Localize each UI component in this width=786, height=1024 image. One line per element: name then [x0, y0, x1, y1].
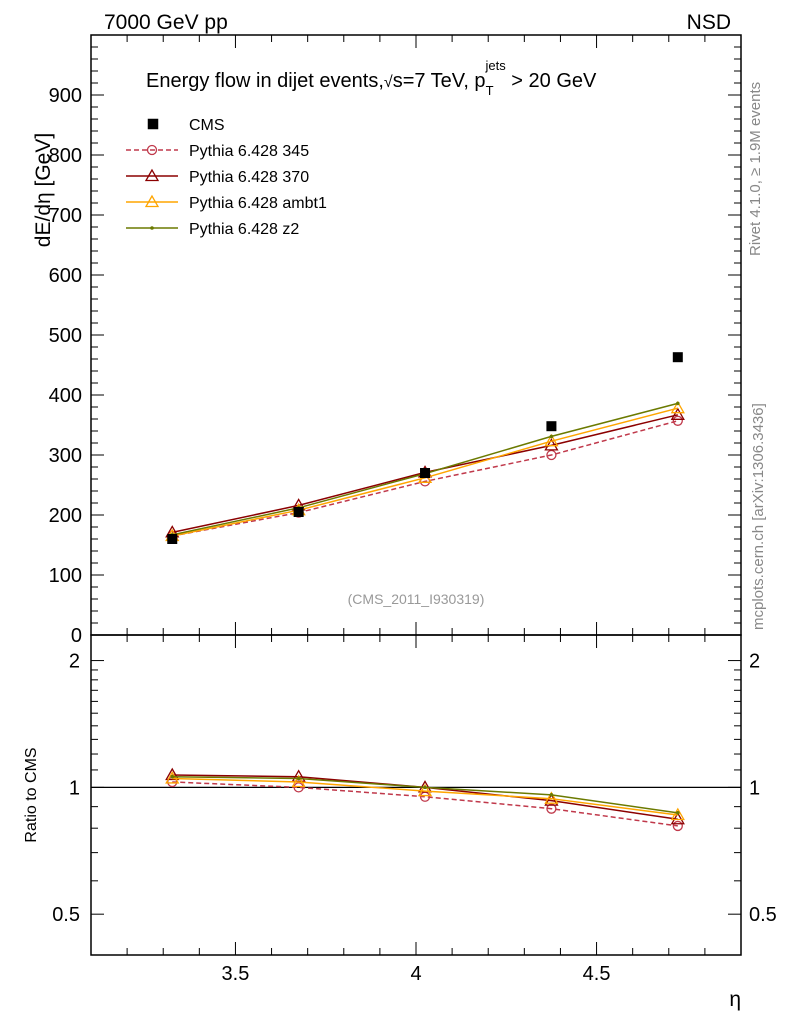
plot-title-tail: > 20 GeV [506, 70, 597, 92]
y-tick-label: 600 [49, 265, 82, 287]
y-tick-label: 800 [49, 145, 82, 167]
ratio-point [296, 776, 301, 781]
plot-title-sup: jets [485, 58, 507, 73]
plot-title-sub: T [486, 83, 494, 98]
analysis-id-watermark: (CMS_2011_I930319) [348, 591, 485, 607]
plot-title: Energy flow in dijet events,√s=7 TeV, pT… [146, 58, 597, 98]
ratio-point [165, 771, 180, 784]
plot-title-sqrt: √ [384, 74, 393, 91]
data-point [672, 415, 683, 426]
data-point [676, 401, 680, 406]
y-tick-label: 400 [49, 385, 82, 407]
legend-label: CMS [189, 117, 225, 134]
data-point [670, 407, 685, 420]
data-point [670, 400, 685, 414]
ratio-point [549, 793, 554, 797]
main-series [165, 352, 685, 544]
ratio-line-pythia-6428-ambt1 [172, 777, 678, 816]
ratio-point [672, 820, 683, 832]
header-right: NSD [687, 11, 731, 34]
plot-title-s: s=7 TeV, p [393, 70, 486, 92]
ratio-plot-frame [90, 634, 742, 956]
plot-title-main: Energy flow in dijet events, [146, 70, 384, 92]
ratio-y-axis-label: Ratio to CMS [23, 747, 40, 842]
main-axis-ticks: 0 100 200 300 400 500 600 700 800 900 [49, 34, 741, 647]
header-left: 7000 GeV pp [104, 11, 228, 34]
ratio-point [423, 785, 427, 790]
data-point [672, 352, 683, 363]
legend-label: Pythia 6.428 ambt1 [189, 195, 327, 212]
ratio-point [544, 793, 559, 806]
x-axis-label: η [729, 988, 741, 1011]
data-point [167, 534, 178, 544]
y-tick-label: 200 [49, 505, 82, 527]
ratio-point [544, 791, 559, 804]
x-tick-label: 4.5 [583, 963, 611, 985]
legend-label: Pythia 6.428 z2 [189, 221, 299, 238]
ratio-y-tick-label-right: 1 [749, 777, 760, 799]
legend-marker [150, 226, 154, 230]
legend-marker [144, 194, 160, 208]
ratio-y-tick-label-left: 2 [69, 651, 80, 673]
data-point [544, 433, 559, 447]
ratio-point [170, 774, 175, 779]
ratio-y-tick-label-left: 1 [69, 777, 80, 799]
legend: CMS Pythia 6.428 345 Pythia 6.428 370 Pythi… [126, 117, 327, 238]
ratio-point [291, 774, 306, 788]
x-tick-label: 4 [410, 963, 421, 985]
y-tick-label: 700 [49, 205, 82, 227]
ratio-y-tick-label-right: 0.5 [749, 904, 777, 926]
ratio-y-tick-label-right: 2 [749, 651, 760, 673]
data-point [546, 421, 557, 432]
ratio-line-pythia-6428-345 [172, 781, 678, 827]
ratio-point [291, 769, 306, 782]
y-tick-label: 0 [71, 625, 82, 647]
rivet-version-label: Rivet 4.1.0, ≥ 1.9M events [747, 82, 764, 256]
y-tick-label: 300 [49, 445, 82, 467]
legend-marker [147, 118, 159, 130]
main-y-axis-label: dE/dη [GeV] [32, 133, 55, 247]
data-point [544, 438, 559, 451]
legend-marker [144, 168, 160, 182]
ratio-point [670, 807, 685, 821]
y-tick-label: 900 [49, 85, 82, 107]
y-tick-label: 500 [49, 325, 82, 347]
ratio-point [546, 803, 557, 814]
series-line-pythia-6428-345 [172, 420, 679, 537]
ratio-point [670, 811, 685, 825]
ratio-axis-ticks: 0.5 0.5 1 1 2 2 3.5 4 4.5 [52, 635, 777, 985]
ratio-y-tick-label-left: 0.5 [52, 904, 80, 926]
ratio-point [676, 811, 680, 815]
x-tick-label: 3.5 [222, 963, 250, 985]
ratio-point [165, 767, 180, 781]
y-tick-label: 100 [49, 565, 82, 587]
legend-label: Pythia 6.428 370 [189, 169, 309, 186]
legend-marker [146, 144, 158, 156]
data-point [293, 507, 304, 517]
ratio-point [293, 782, 304, 793]
data-point [420, 468, 431, 478]
mcplots-reference-label: mcplots.cern.ch [arXiv:1306.3436] [750, 403, 767, 630]
data-point [549, 434, 554, 439]
legend-label: Pythia 6.428 345 [189, 143, 309, 160]
ratio-point [417, 783, 433, 797]
ratio-series [165, 767, 685, 832]
